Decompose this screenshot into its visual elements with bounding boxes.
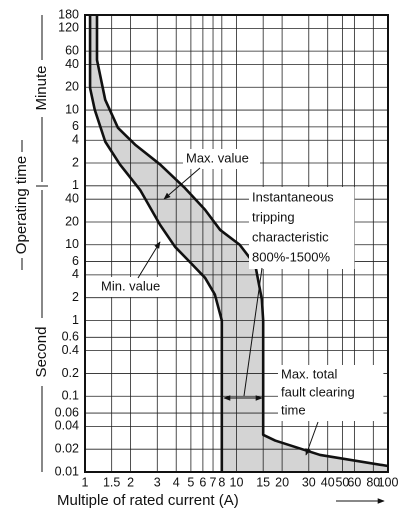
- x-tick-label: 100: [378, 475, 399, 489]
- y-tick-label: 10: [65, 237, 79, 251]
- annotation: fault clearing: [281, 384, 355, 399]
- label-bg: [183, 149, 260, 169]
- y-tick-label: 0.4: [62, 343, 79, 357]
- y-axis-title: Operating time: [13, 156, 30, 254]
- y-unit-label: Minute: [33, 65, 50, 110]
- y-tick-label: 60: [65, 43, 79, 57]
- x-tick-label: 40: [321, 475, 335, 489]
- x-tick-label: 1.5: [103, 475, 120, 489]
- label-bg: [278, 365, 384, 421]
- y-tick-label: 40: [65, 57, 79, 71]
- y-tick-label: 2: [72, 155, 79, 169]
- x-tick-label: 3: [154, 475, 161, 489]
- x-tick-label: 10: [230, 475, 244, 489]
- y-tick-label: 0.06: [55, 405, 79, 419]
- y-tick-label: 0.01: [55, 464, 79, 478]
- y-tick-label: 6: [72, 119, 79, 133]
- annotation: Max. total: [281, 366, 337, 381]
- annotation: Instantaneous: [252, 189, 334, 204]
- x-tick-label: 2: [127, 475, 134, 489]
- arrow: [137, 241, 161, 279]
- annotation: tripping: [252, 209, 295, 224]
- annotation: 800%-1500%: [252, 249, 330, 264]
- y-tick-label: 120: [58, 21, 79, 35]
- label-bg: [249, 187, 355, 269]
- y-unit-label: Second: [33, 327, 50, 378]
- arrow: [163, 167, 201, 200]
- y-tick-label: 1: [72, 178, 79, 192]
- x-tick-label: 20: [275, 475, 289, 489]
- y-tick-label: 40: [65, 191, 79, 205]
- y-tick-label: 6: [72, 254, 79, 268]
- plot-frame: [84, 14, 389, 473]
- x-axis-title: Multiple of rated current (A): [57, 492, 239, 509]
- y-tick-label: 0.6: [62, 330, 79, 344]
- x-tick-label: 6: [199, 475, 206, 489]
- arrow: [305, 421, 319, 456]
- y-tick-label: 0.2: [62, 366, 79, 380]
- y-tick-label: 1: [72, 313, 79, 327]
- x-tick-label: 7: [210, 475, 217, 489]
- x-tick-label: 1: [82, 475, 89, 489]
- annotation: characteristic: [252, 229, 329, 244]
- y-tick-label: 20: [65, 214, 79, 228]
- x-tick-label: 4: [173, 475, 180, 489]
- y-tick-label: 4: [72, 133, 79, 147]
- x-tick-label: 60: [347, 475, 361, 489]
- y-tick-label: 20: [65, 80, 79, 94]
- x-tick-label: 30: [302, 475, 316, 489]
- x-tick-label: 5: [187, 475, 194, 489]
- x-tick-label: 50: [335, 475, 349, 489]
- band-fill: [90, 15, 389, 472]
- curve: [88, 15, 224, 472]
- arrow: [243, 267, 263, 397]
- y-tick-label: 0.1: [62, 389, 79, 403]
- x-tick-label: 80: [366, 475, 380, 489]
- annotation: Min. value: [101, 278, 160, 293]
- y-tick-label: 4: [72, 267, 79, 281]
- y-tick-label: 180: [58, 7, 79, 21]
- curve: [95, 15, 389, 468]
- x-tick-label: 15: [256, 475, 270, 489]
- x-tick-label: 8: [218, 475, 225, 489]
- y-tick-label: 2: [72, 290, 79, 304]
- annotation: time: [281, 402, 306, 417]
- y-tick-label: 10: [65, 102, 79, 116]
- label-bg: [98, 277, 175, 297]
- y-tick-label: 0.04: [55, 419, 79, 433]
- y-tick-label: 0.02: [55, 441, 79, 455]
- annotation: Max. value: [186, 150, 249, 165]
